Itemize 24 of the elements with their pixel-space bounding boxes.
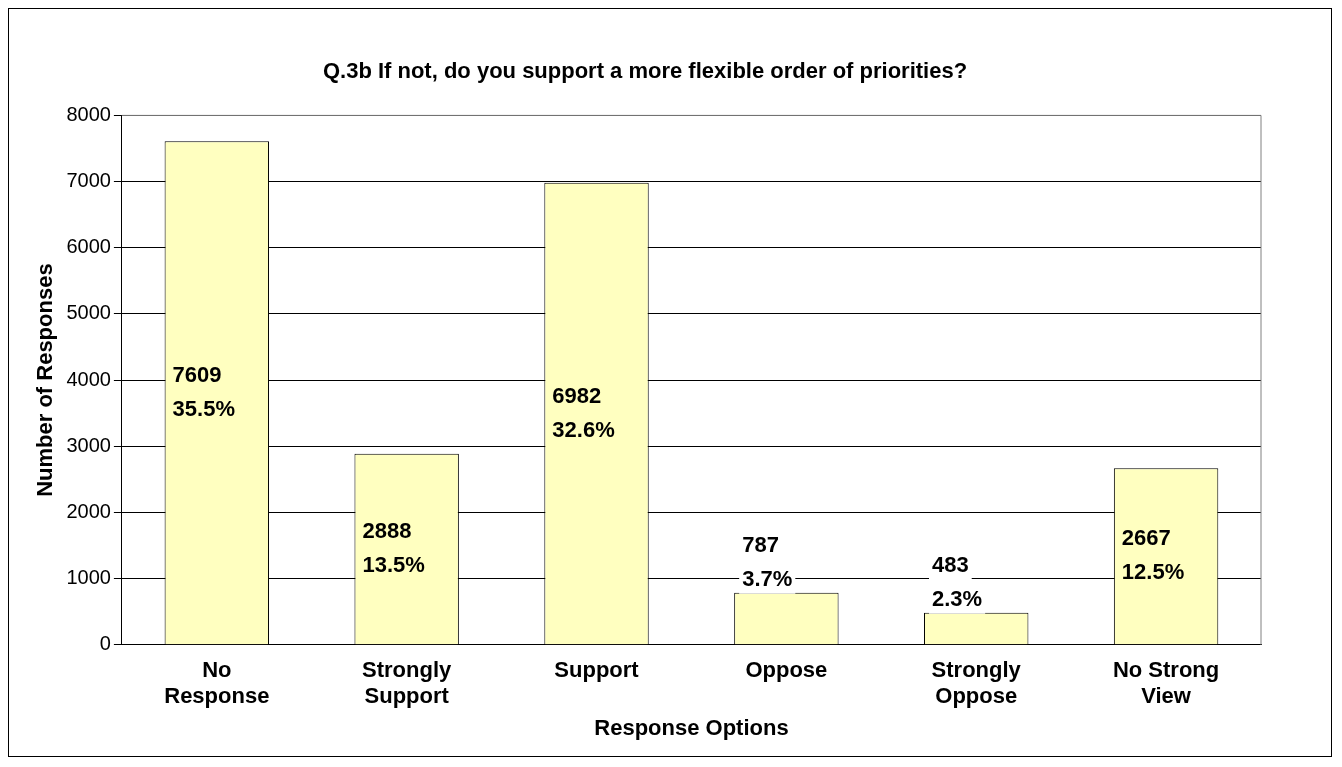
y-tick-label: 0 — [99, 632, 111, 655]
x-axis-title: Response Options — [594, 714, 789, 740]
y-tick-label: 3000 — [66, 433, 111, 456]
x-tick-label: Oppose — [745, 657, 828, 683]
y-tick-label: 7000 — [66, 169, 111, 192]
data-label: 787 3.7% — [742, 531, 793, 591]
x-tick-label: No Response — [164, 657, 270, 709]
chart-title: Q.3b If not, do you support a more flexible order of priorities? — [322, 58, 968, 84]
y-tick-label: 5000 — [66, 301, 111, 324]
y-tick-label: 8000 — [66, 102, 111, 125]
y-tick-label: 2000 — [66, 499, 111, 522]
x-tick-label: No Strong View — [1112, 657, 1220, 709]
x-tick-label: Strongly Support — [362, 657, 453, 709]
data-label: 483 2.3% — [932, 551, 983, 611]
y-tick-label: 6000 — [66, 235, 111, 258]
data-label: 6982 32.6% — [552, 382, 615, 442]
data-label: 7609 35.5% — [172, 361, 235, 421]
y-tick-label: 1000 — [66, 566, 111, 589]
data-label: 2888 13.5% — [362, 518, 425, 578]
y-axis-title: Number of Responses — [32, 263, 58, 497]
y-tick-label: 4000 — [66, 367, 111, 390]
data-label: 2667 12.5% — [1121, 525, 1185, 585]
x-tick-label: Support — [554, 657, 640, 683]
x-tick-label: Strongly Oppose — [931, 657, 1022, 709]
